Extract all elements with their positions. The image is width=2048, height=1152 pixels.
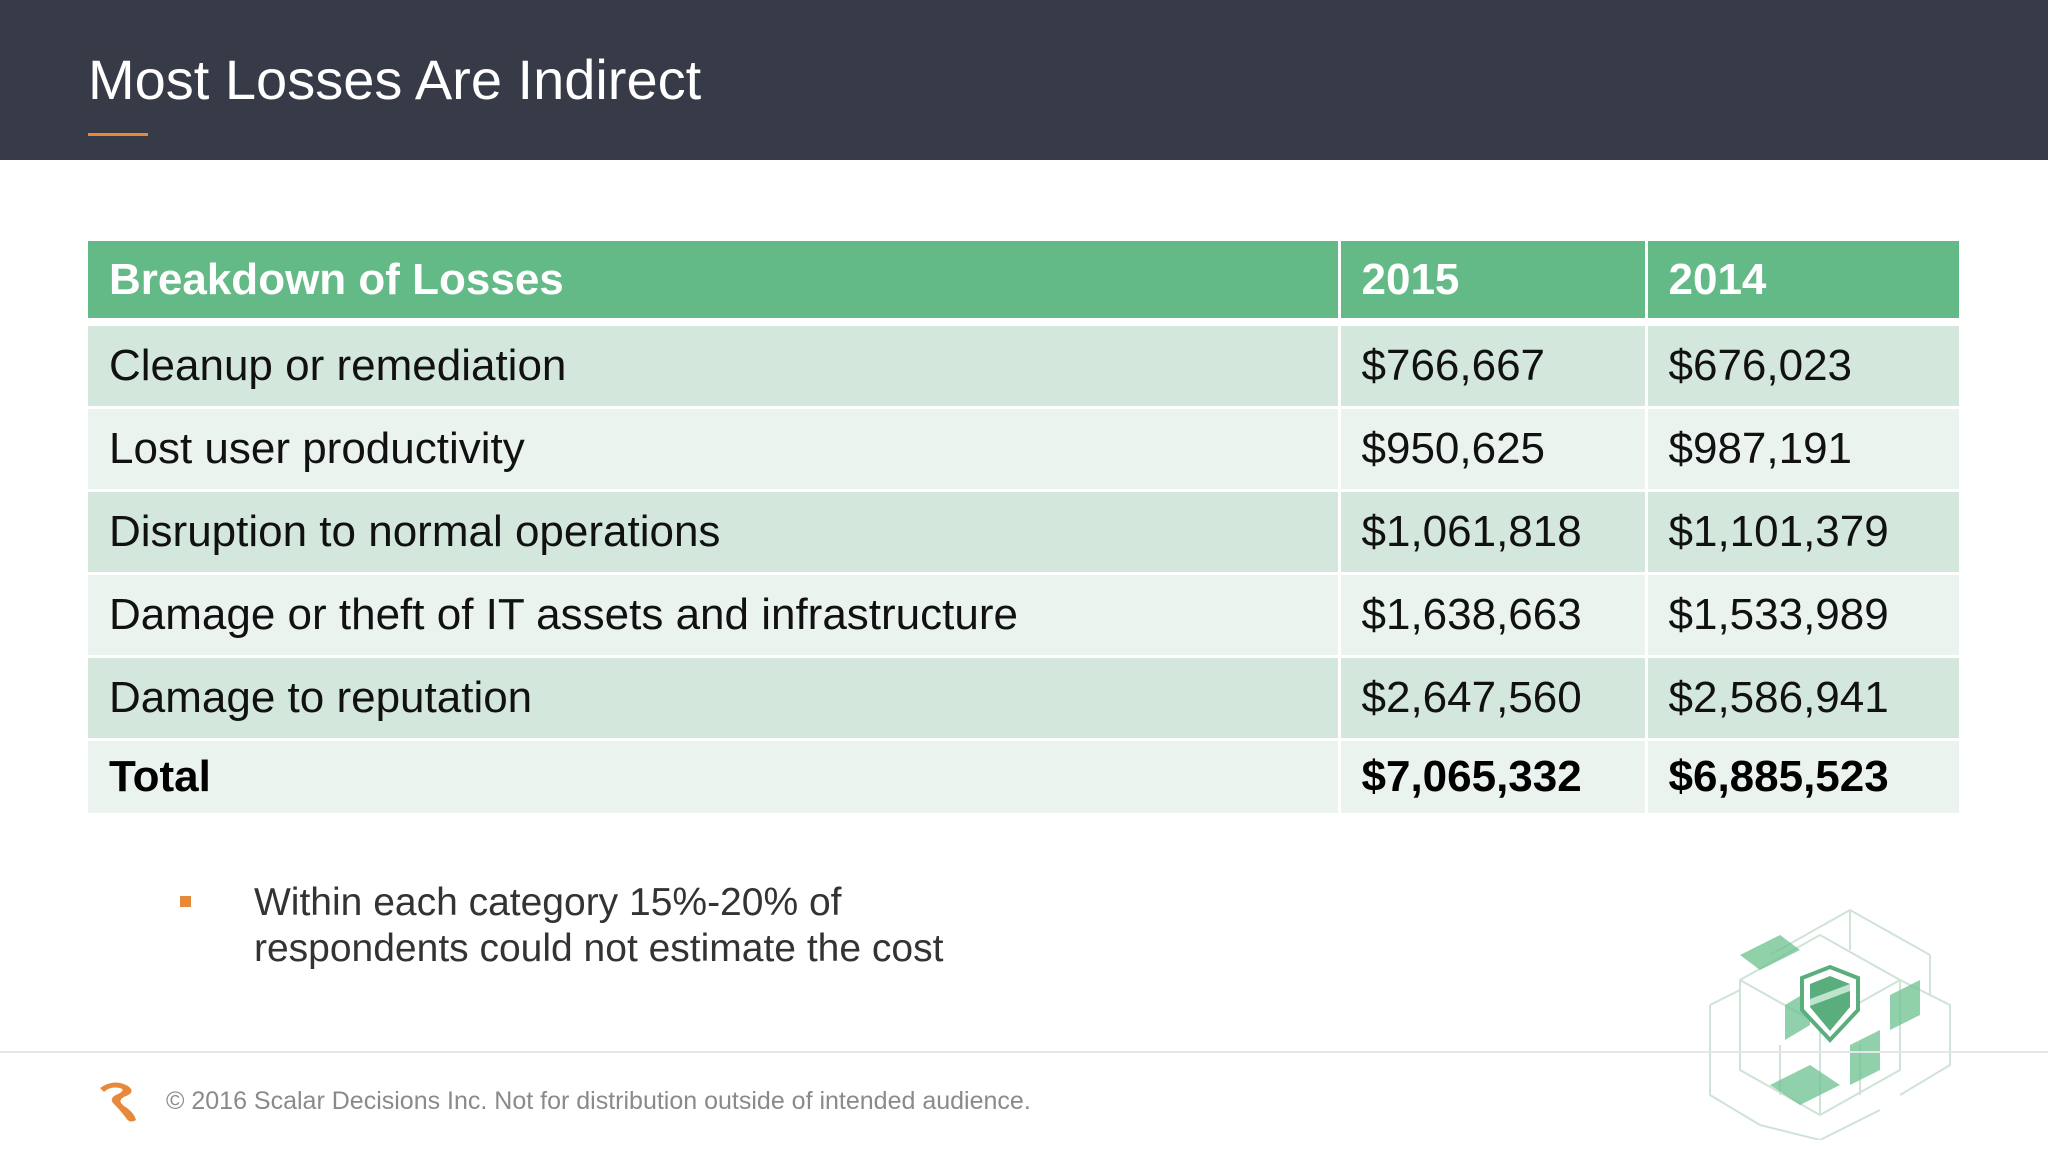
scalar-logo-icon	[100, 1082, 136, 1122]
row-value-2015: $2,647,560	[1339, 656, 1648, 741]
table-row: Damage or theft of IT assets and infrast…	[88, 573, 1959, 658]
table-total-row: Total $7,065,332 $6,885,523	[88, 739, 1959, 813]
row-value-2014: $1,101,379	[1646, 490, 1959, 575]
total-value-2014: $6,885,523	[1646, 739, 1959, 813]
table-row: Disruption to normal operations $1,061,8…	[88, 490, 1959, 575]
row-label: Damage or theft of IT assets and infrast…	[88, 573, 1341, 658]
footer-divider	[0, 1051, 2048, 1053]
header-breakdown: Breakdown of Losses	[88, 241, 1341, 326]
bullet-line-1: Within each category 15%-20% of	[254, 881, 842, 924]
slide-title: Most Losses Are Indirect	[88, 48, 702, 111]
row-label: Cleanup or remediation	[88, 322, 1341, 409]
row-value-2015: $766,667	[1339, 322, 1648, 409]
footer-copyright: © 2016 Scalar Decisions Inc. Not for dis…	[166, 1087, 1031, 1115]
table-row: Damage to reputation $2,647,560 $2,586,9…	[88, 656, 1959, 741]
table-row: Cleanup or remediation $766,667 $676,023	[88, 322, 1959, 409]
row-label: Disruption to normal operations	[88, 490, 1341, 575]
row-label: Damage to reputation	[88, 656, 1341, 741]
losses-table: Breakdown of Losses 2015 2014 Cleanup or…	[88, 241, 1959, 813]
bullet-square-icon	[180, 896, 191, 907]
row-value-2014: $987,191	[1646, 407, 1959, 492]
row-label: Lost user productivity	[88, 407, 1341, 492]
table-header-row: Breakdown of Losses 2015 2014	[88, 241, 1959, 326]
header-2015: 2015	[1339, 241, 1648, 326]
isometric-shield-graphic-icon	[1709, 908, 1951, 1140]
row-value-2014: $2,586,941	[1646, 656, 1959, 741]
slide-header: Most Losses Are Indirect	[0, 0, 2048, 160]
bullet-line-2: respondents could not estimate the cost	[254, 927, 944, 970]
row-value-2015: $1,638,663	[1339, 573, 1648, 658]
row-value-2014: $1,533,989	[1646, 573, 1959, 658]
row-value-2015: $950,625	[1339, 407, 1648, 492]
title-accent-line	[88, 133, 148, 136]
bullet-note: Within each category 15%-20% of responde…	[254, 880, 1154, 972]
row-value-2015: $1,061,818	[1339, 490, 1648, 575]
header-2014: 2014	[1646, 241, 1959, 326]
total-label: Total	[88, 739, 1341, 813]
row-value-2014: $676,023	[1646, 322, 1959, 409]
table-row: Lost user productivity $950,625 $987,191	[88, 407, 1959, 492]
total-value-2015: $7,065,332	[1339, 739, 1648, 813]
